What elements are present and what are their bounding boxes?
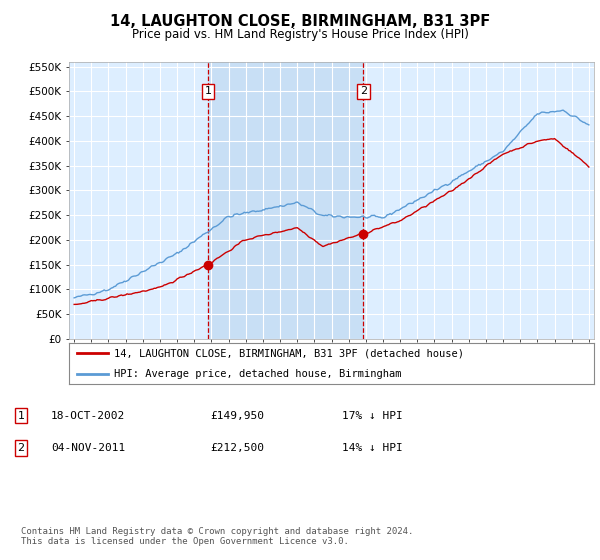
Text: £212,500: £212,500 [210,443,264,453]
Text: 1: 1 [17,410,25,421]
Bar [208,62,363,339]
Text: 2: 2 [17,443,25,453]
Text: Contains HM Land Registry data © Crown copyright and database right 2024.
This d: Contains HM Land Registry data © Crown c… [21,526,413,546]
Text: £149,950: £149,950 [210,410,264,421]
Text: Price paid vs. HM Land Registry's House Price Index (HPI): Price paid vs. HM Land Registry's House … [131,28,469,41]
Text: 14, LAUGHTON CLOSE, BIRMINGHAM, B31 3PF: 14, LAUGHTON CLOSE, BIRMINGHAM, B31 3PF [110,14,490,29]
Text: HPI: Average price, detached house, Birmingham: HPI: Average price, detached house, Birm… [113,368,401,379]
Text: 18-OCT-2002: 18-OCT-2002 [51,410,125,421]
Text: 14% ↓ HPI: 14% ↓ HPI [342,443,403,453]
Text: 1: 1 [205,86,211,96]
Text: 17% ↓ HPI: 17% ↓ HPI [342,410,403,421]
Text: 2: 2 [359,86,367,96]
Text: 04-NOV-2011: 04-NOV-2011 [51,443,125,453]
Text: 14, LAUGHTON CLOSE, BIRMINGHAM, B31 3PF (detached house): 14, LAUGHTON CLOSE, BIRMINGHAM, B31 3PF … [113,348,464,358]
